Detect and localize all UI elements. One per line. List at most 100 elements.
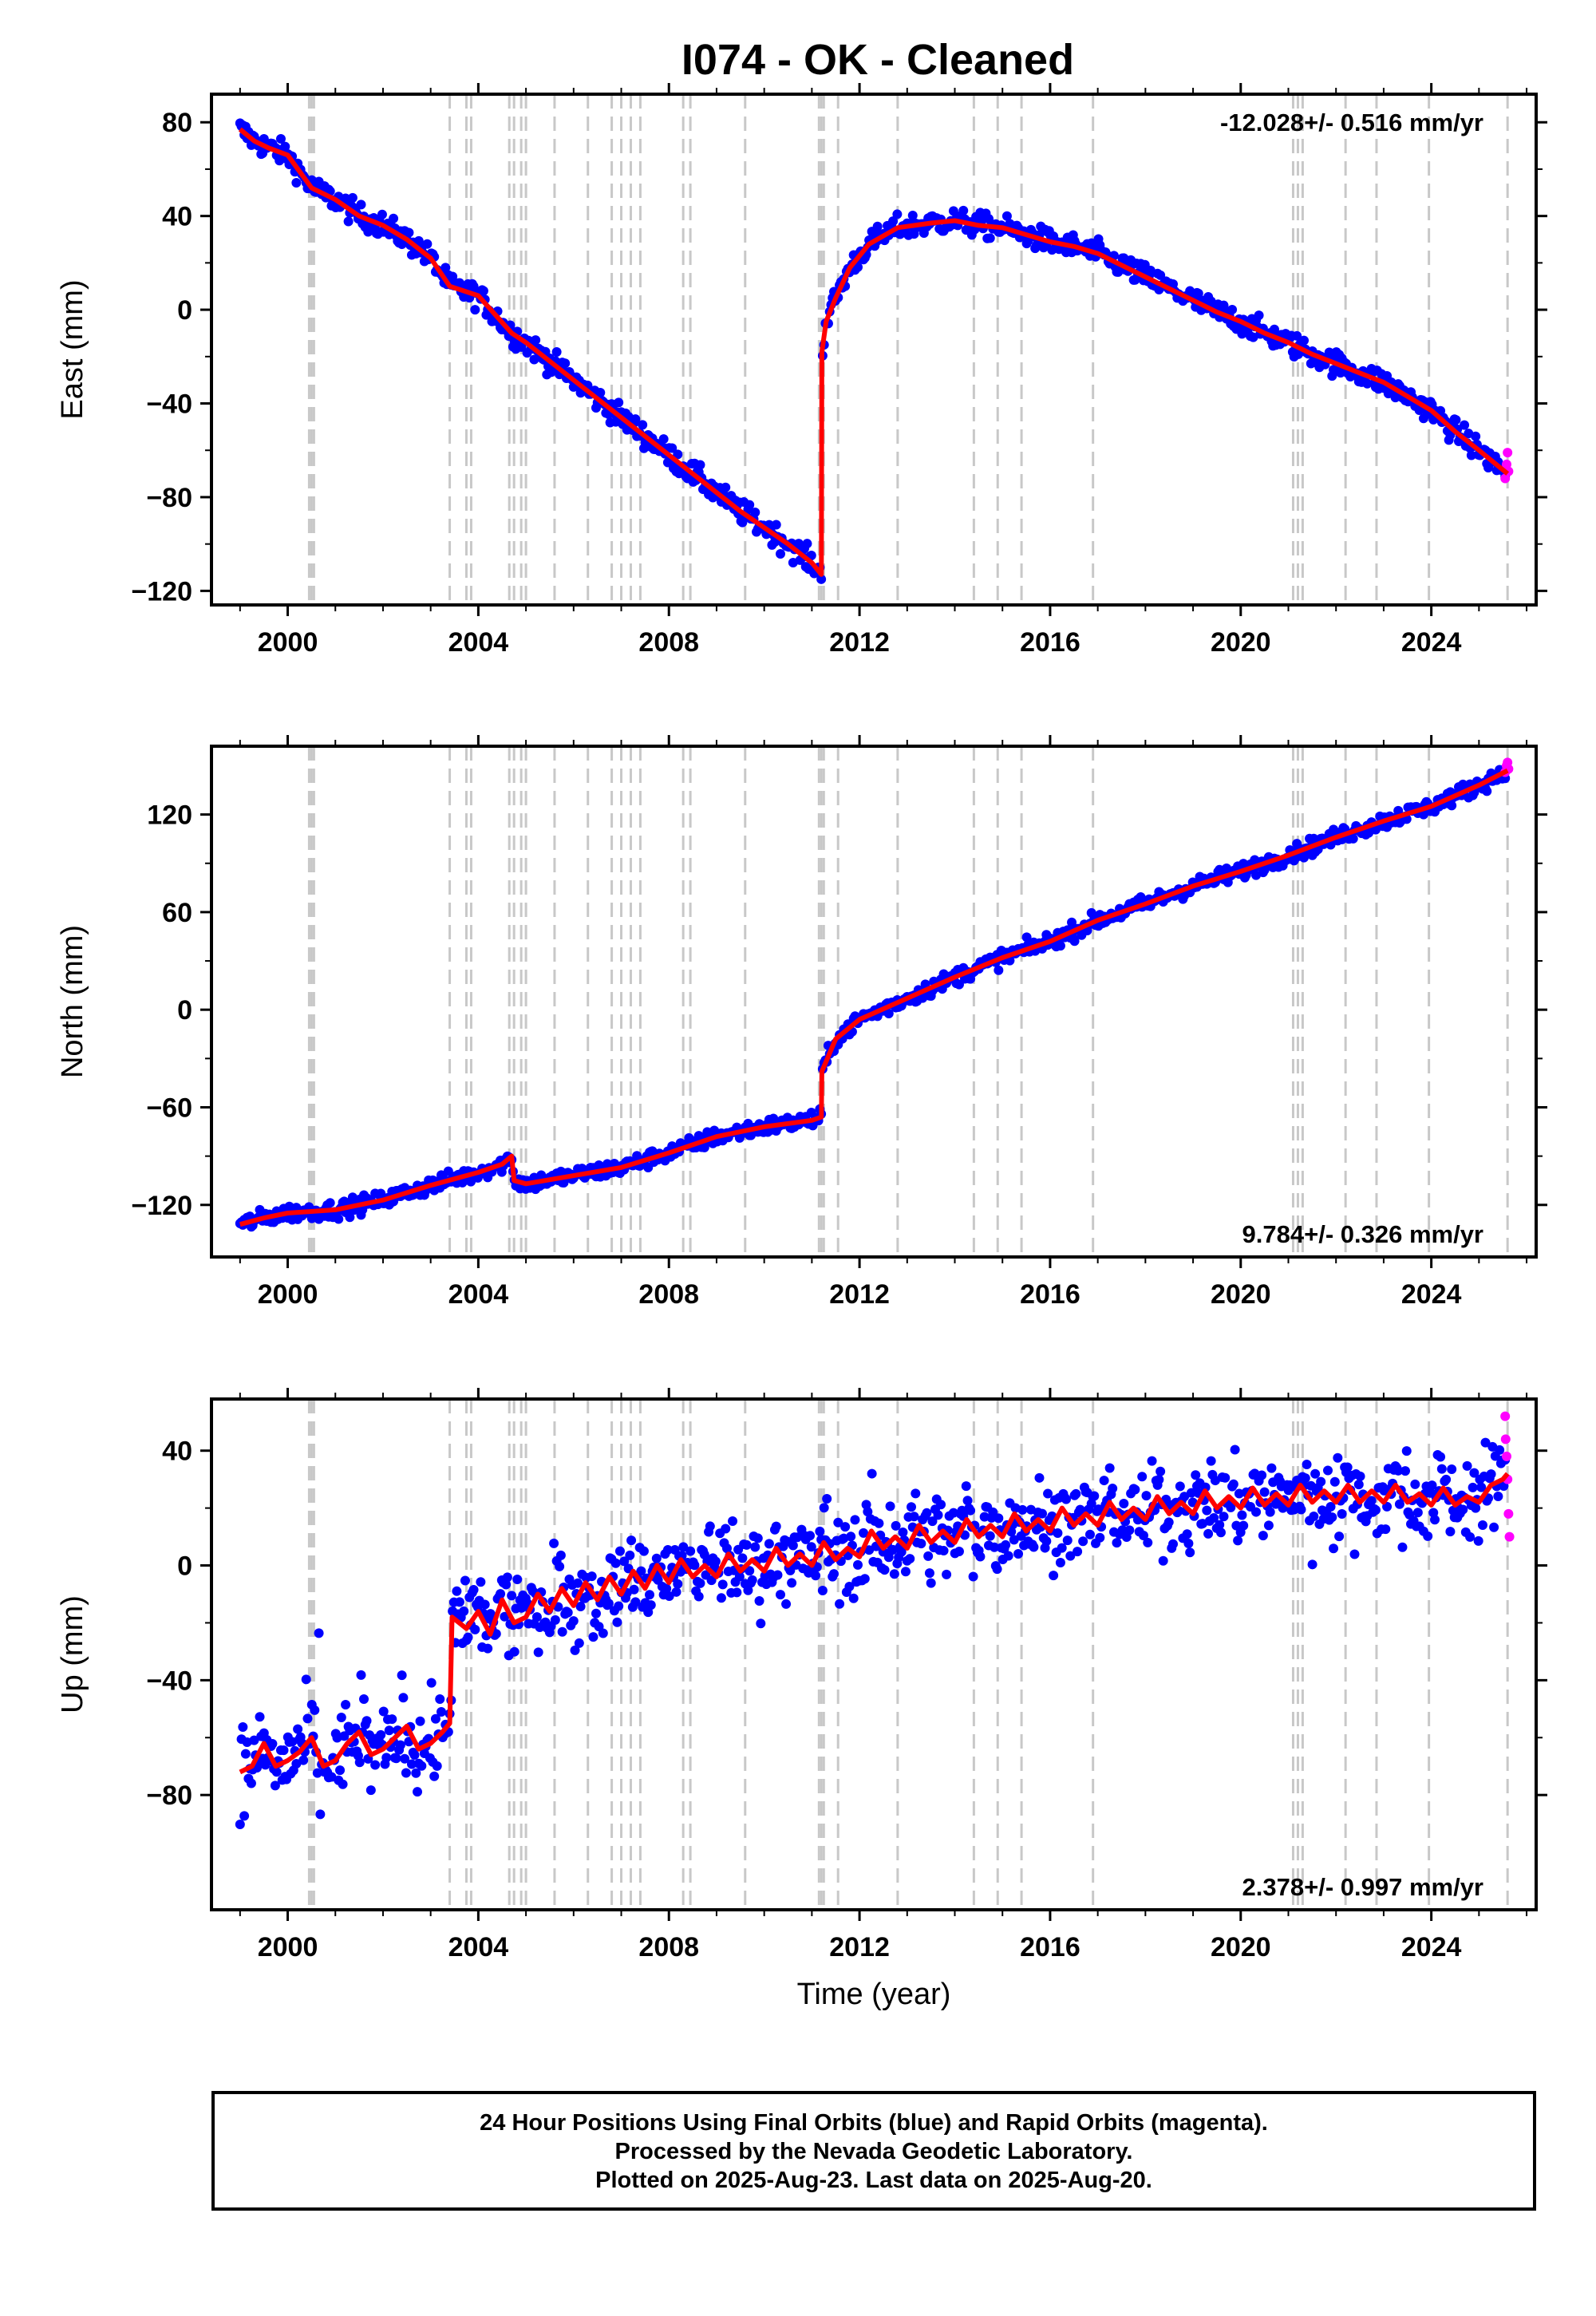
final-orbit-point (1300, 1473, 1310, 1484)
final-orbit-point (370, 1760, 381, 1770)
final-orbit-point (1099, 1476, 1109, 1486)
x-tick-label: 2012 (829, 1932, 890, 1962)
final-orbit-point (958, 205, 969, 215)
final-orbit-point (859, 1528, 869, 1538)
final-orbit-point (1104, 1463, 1115, 1473)
final-orbit-point (454, 1597, 464, 1607)
final-orbit-point (478, 286, 488, 296)
final-orbit-point (848, 1593, 859, 1603)
north-panel: 2000 2004 2008 2012 2016 2020 2024 120 60 0 −60 −12… (56, 735, 1547, 1310)
final-orbit-point (302, 1713, 313, 1724)
final-orbit-point (1370, 1505, 1381, 1516)
model-line (239, 1472, 1510, 1775)
final-orbit-point (1071, 1488, 1081, 1499)
final-orbit-point (1168, 1539, 1179, 1549)
final-orbit-point (962, 1496, 973, 1506)
final-orbit-point (387, 1714, 397, 1725)
final-orbit-point (356, 200, 366, 210)
y-tick-label: −120 (131, 576, 192, 607)
final-orbit-point (1067, 917, 1077, 927)
final-orbit-point (693, 1591, 704, 1602)
final-orbit-point (1175, 1481, 1185, 1492)
final-orbit-point (638, 420, 648, 430)
final-orbit-point (1394, 1499, 1404, 1509)
final-orbit-point (1329, 1476, 1340, 1487)
final-orbit-point (463, 1632, 473, 1642)
final-orbit-point (1158, 1555, 1168, 1566)
final-orbit-point (673, 449, 683, 460)
final-orbit-point (555, 1550, 566, 1560)
final-orbit-point (1400, 1466, 1410, 1476)
final-orbit-point (334, 1214, 344, 1224)
x-tick-label: 2024 (1401, 1279, 1462, 1310)
final-orbit-point (1089, 1491, 1100, 1501)
final-orbit-point (560, 358, 571, 369)
final-orbit-point (745, 1566, 755, 1576)
final-orbit-point (557, 1626, 567, 1637)
final-orbit-point (1307, 1559, 1317, 1570)
final-orbit-point (905, 1554, 915, 1564)
final-orbit-point (291, 178, 302, 188)
final-orbit-point (1226, 1502, 1236, 1512)
footer-line-3: Plotted on 2025-Aug-23. Last data on 202… (595, 2168, 1152, 2193)
final-orbit-point (907, 211, 918, 221)
final-orbit-point (1486, 1469, 1496, 1480)
final-orbit-point (443, 1166, 453, 1176)
final-orbit-point (298, 1755, 309, 1765)
final-orbit-point (1238, 1520, 1249, 1531)
x-axis-label: Time (year) (797, 1978, 951, 2011)
final-orbit-point (341, 1699, 351, 1709)
y-tick-label: 0 (177, 295, 192, 326)
model-line (238, 127, 1510, 577)
final-orbit-point (404, 227, 414, 238)
final-orbit-point (415, 1716, 425, 1726)
final-orbit-point (1143, 1537, 1153, 1547)
final-orbit-point (1462, 1460, 1472, 1471)
final-orbit-point (476, 1577, 486, 1587)
final-orbit-point (1257, 1470, 1267, 1480)
x-tick-label: 2020 (1211, 1279, 1271, 1310)
final-orbit-point (502, 1572, 512, 1583)
final-orbit-point (1220, 1472, 1231, 1483)
final-orbit-point (452, 1586, 462, 1596)
final-orbit-point (293, 1724, 303, 1734)
final-orbit-point (867, 1468, 877, 1479)
final-orbit-point (662, 1583, 672, 1594)
final-orbit-point (638, 1546, 649, 1556)
final-orbit-point (468, 1584, 479, 1595)
final-orbit-point (678, 1542, 689, 1552)
final-orbit-point (1430, 1515, 1440, 1525)
rate-annotation: -12.028+/- 0.516 mm/yr (1220, 109, 1483, 136)
final-orbit-point (509, 1646, 519, 1657)
final-orbit-point (822, 1494, 832, 1504)
final-orbit-point (426, 1678, 437, 1688)
model-line (239, 768, 1509, 1227)
x-tick-label: 2008 (638, 627, 699, 658)
final-orbit-point (549, 1538, 559, 1548)
plot-frame (210, 1397, 1538, 1911)
final-orbit-point (429, 1771, 440, 1781)
final-orbit-point (343, 216, 354, 227)
final-orbit-point (1397, 1542, 1408, 1552)
final-orbit-point (1410, 1479, 1420, 1489)
final-orbit-point (384, 1725, 394, 1736)
final-orbit-point (531, 1612, 542, 1622)
final-orbit-point (1471, 431, 1481, 441)
plot-frame (210, 93, 1538, 607)
final-orbit-point (435, 1694, 445, 1704)
y-tick-label: −60 (146, 1093, 192, 1123)
x-tick-label: 2016 (1020, 627, 1080, 658)
final-orbit-point (1333, 1452, 1343, 1463)
final-orbit-point (644, 1590, 654, 1600)
final-orbit-point (610, 1558, 621, 1568)
final-orbit-point (771, 520, 781, 530)
final-orbit-point (1436, 1452, 1446, 1462)
final-orbit-point (1154, 1475, 1164, 1485)
final-orbit-point (1390, 393, 1400, 403)
final-orbit-point (1191, 1470, 1201, 1480)
final-orbit-point (338, 1779, 348, 1789)
final-orbit-point (1337, 1508, 1347, 1519)
final-orbit-point (246, 1778, 256, 1788)
final-orbit-point (863, 1507, 873, 1517)
final-orbit-point (852, 262, 863, 272)
